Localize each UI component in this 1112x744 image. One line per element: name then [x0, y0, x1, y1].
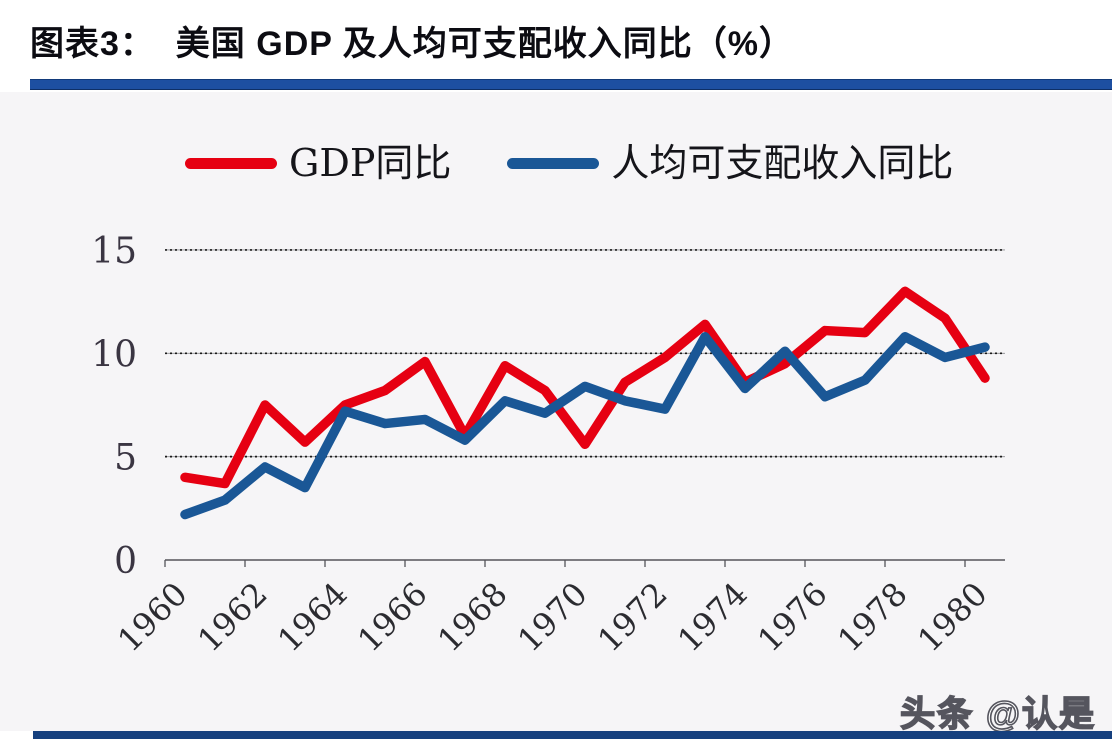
gdp-line-swatch — [185, 157, 277, 169]
gdp-line — [180, 286, 990, 489]
y-axis-label: 15 — [91, 231, 137, 272]
y-axis-label: 10 — [91, 334, 137, 375]
legend-item-income: 人均可支配收入同比 — [507, 144, 953, 182]
y-axis-label: 5 — [114, 438, 137, 479]
footer-bar — [33, 731, 1112, 739]
chart-legend: GDP同比 人均可支配收入同比 — [185, 144, 953, 182]
y-axis-label: 0 — [114, 541, 137, 582]
x-axis-label: 1978 — [830, 575, 914, 659]
x-axis-label: 1976 — [750, 575, 834, 659]
page-title: 图表3： 美国 GDP 及人均可支配收入同比（%） — [30, 25, 794, 63]
x-axis-label: 1968 — [430, 575, 514, 659]
legend-label-gdp: GDP同比 — [289, 141, 452, 185]
legend-item-gdp: GDP同比 — [185, 144, 451, 182]
title-divider-bar — [30, 80, 1112, 89]
x-axis-label: 1966 — [350, 575, 434, 659]
income-line-swatch — [507, 157, 600, 169]
legend-label-income: 人均可支配收入同比 — [611, 141, 954, 185]
x-axis-label: 1962 — [190, 575, 274, 659]
x-axis-label: 1980 — [910, 575, 994, 659]
x-axis-label: 1972 — [590, 575, 674, 659]
x-axis-label: 1970 — [510, 575, 594, 659]
x-axis-label: 1964 — [270, 575, 354, 659]
watermark: 头条 @认是 — [899, 694, 1096, 735]
x-axis-label: 1974 — [670, 575, 754, 659]
income-line — [180, 332, 990, 520]
x-axis-label: 1960 — [110, 575, 194, 659]
